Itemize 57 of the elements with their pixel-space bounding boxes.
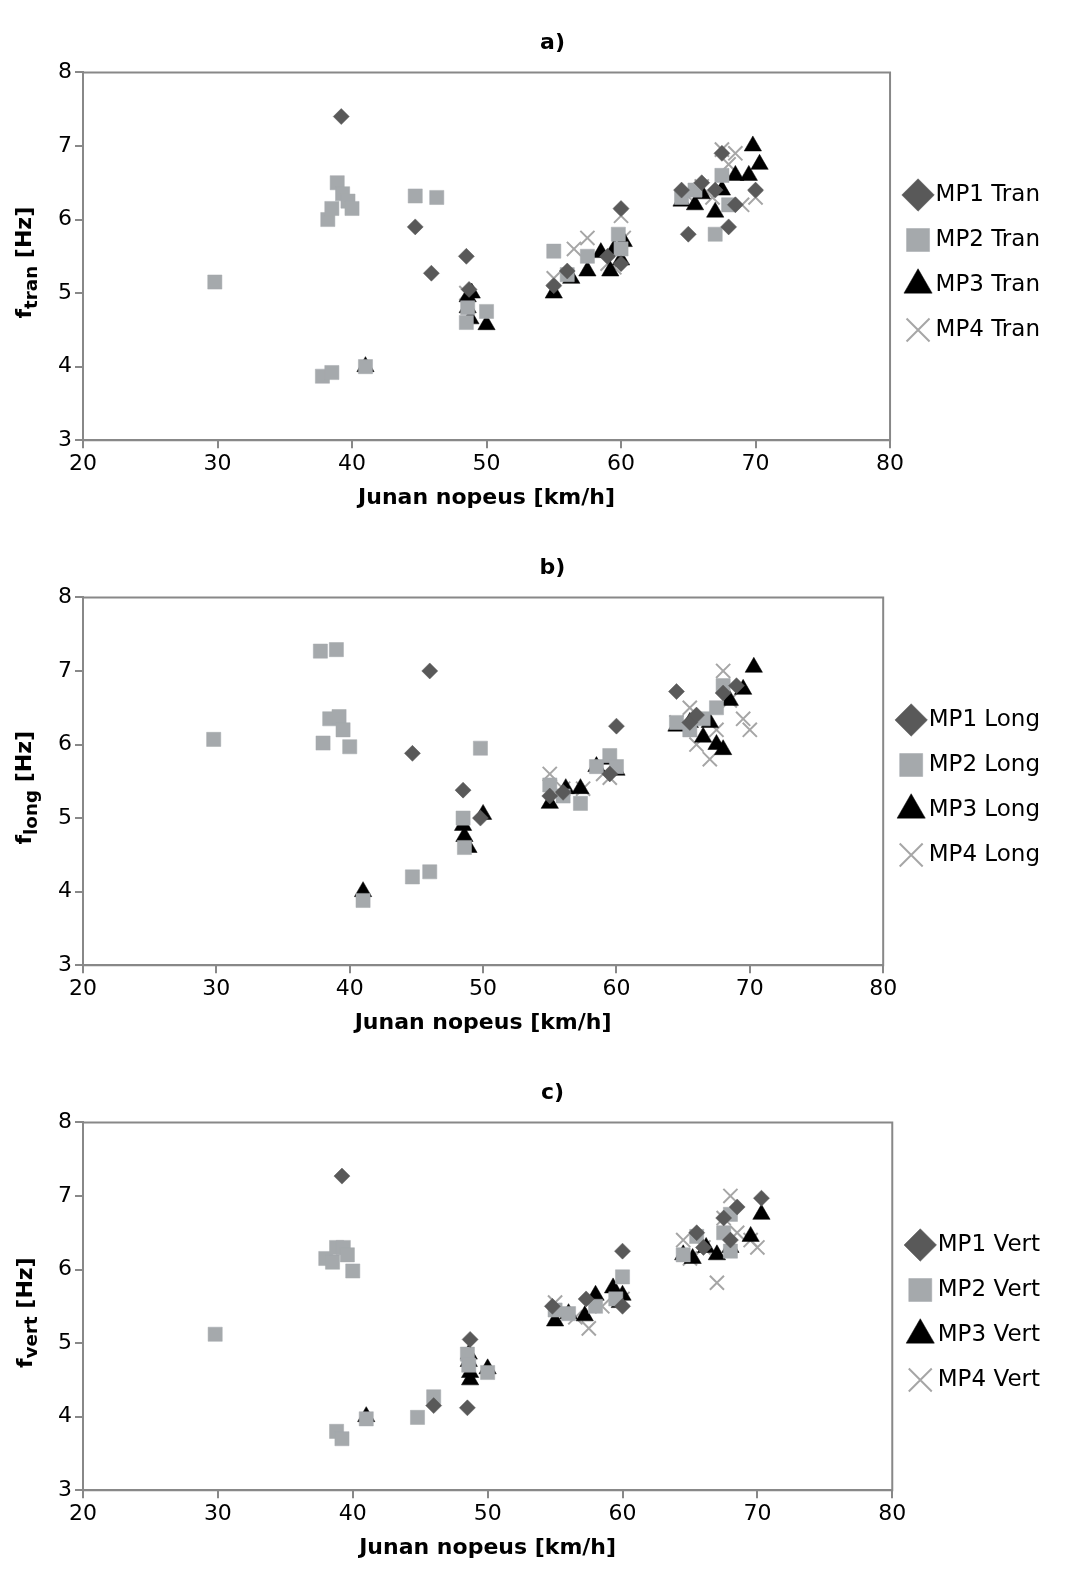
x-tick-label: 70 <box>743 1500 772 1526</box>
x-tick-label: 80 <box>878 1500 907 1526</box>
legend-label: MP2 Vert <box>937 1274 1040 1301</box>
x-axis-title: Junan nopeus [km/h] <box>357 1533 617 1559</box>
x-tick-label: 20 <box>69 975 97 1001</box>
x-tick-label: 30 <box>203 1500 232 1526</box>
x-tick-label: 80 <box>876 450 905 476</box>
y-tick-label: 5 <box>58 278 72 304</box>
x-tick-label: 20 <box>69 1500 97 1526</box>
y-tick-label: 5 <box>58 803 72 829</box>
x-tick-label: 70 <box>735 975 764 1001</box>
y-tick-label: 4 <box>58 1402 72 1428</box>
legend-label: MP3 Long <box>928 794 1041 821</box>
y-tick-label: 6 <box>58 1255 72 1281</box>
x-tick-label: 80 <box>869 975 898 1001</box>
x-tick-label: 50 <box>473 1500 502 1526</box>
legend-label: MP3 Vert <box>937 1319 1040 1346</box>
y-tick-label: 5 <box>58 1328 72 1354</box>
x-tick-label: 30 <box>202 975 231 1001</box>
x-axis-title: Junan nopeus [km/h] <box>352 1008 612 1034</box>
y-tick-label: 4 <box>58 352 72 378</box>
y-tick-label: 3 <box>58 1475 72 1501</box>
x-tick-label: 60 <box>608 1500 637 1526</box>
x-tick-label: 50 <box>472 450 501 476</box>
legend-label: MP1 Long <box>928 704 1041 731</box>
x-axis-title: Junan nopeus [km/h] <box>356 483 615 509</box>
chart-title: b) <box>539 553 566 579</box>
y-tick-label: 7 <box>58 656 72 682</box>
legend-label: MP2 Tran <box>935 224 1041 251</box>
y-tick-label: 8 <box>58 1108 72 1134</box>
chart-title: a) <box>540 28 565 54</box>
legend-label: MP1 Tran <box>935 179 1041 206</box>
x-tick-label: 40 <box>338 1500 367 1526</box>
y-tick-label: 8 <box>58 583 72 609</box>
legend-label: MP1 Vert <box>937 1229 1040 1256</box>
legend-label: MP4 Long <box>928 839 1041 866</box>
legend-label: MP2 Long <box>928 749 1041 776</box>
legend-label: MP4 Tran <box>935 314 1041 341</box>
chart-title: c) <box>540 1078 565 1104</box>
y-tick-label: 4 <box>58 877 72 903</box>
x-tick-label: 60 <box>602 975 631 1001</box>
x-tick-label: 60 <box>607 450 636 476</box>
x-tick-label: 40 <box>335 975 364 1001</box>
y-tick-label: 7 <box>58 131 72 157</box>
y-tick-label: 6 <box>58 730 72 756</box>
y-tick-label: 3 <box>58 425 72 451</box>
x-tick-label: 40 <box>338 450 367 476</box>
legend-label: MP4 Vert <box>937 1364 1040 1391</box>
y-tick-label: 8 <box>58 58 72 84</box>
y-tick-label: 6 <box>58 205 72 231</box>
x-tick-label: 30 <box>203 450 232 476</box>
x-tick-label: 70 <box>741 450 770 476</box>
x-tick-label: 20 <box>69 450 97 476</box>
y-tick-label: 7 <box>58 1181 72 1207</box>
x-tick-label: 50 <box>469 975 498 1001</box>
legend-label: MP3 Tran <box>935 269 1041 296</box>
y-tick-label: 3 <box>58 950 72 976</box>
